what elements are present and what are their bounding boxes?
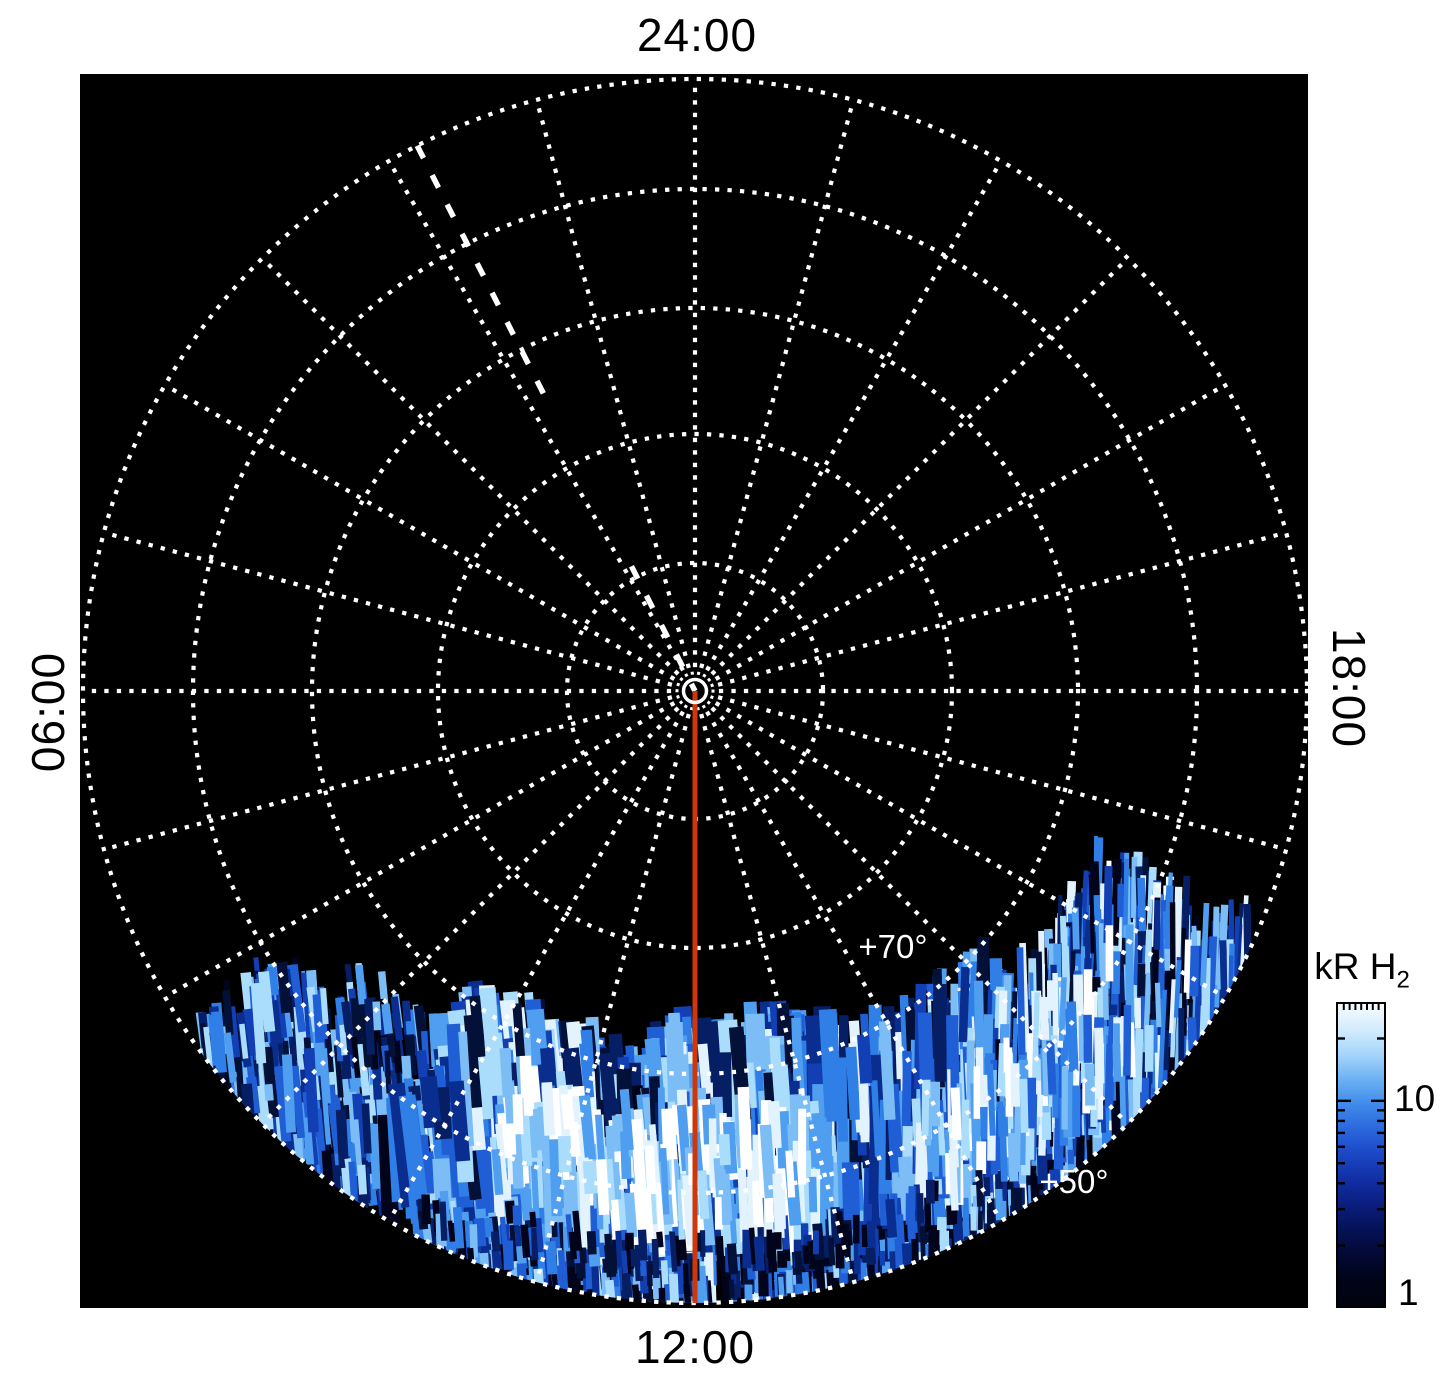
mlt-label-midnight: 24:00	[636, 9, 758, 61]
mlt-label-dusk: 18:00	[1323, 627, 1375, 749]
latitude-label: +50°	[1039, 1163, 1108, 1200]
polar-plot-svg: +70° +50°	[80, 76, 1308, 1306]
colorbar-label-10: 10	[1394, 1078, 1436, 1119]
polar-plot-area: +70° +50°	[80, 74, 1308, 1308]
mlt-label-dawn: 06:00	[22, 651, 74, 773]
colorbar-ticks	[1338, 1004, 1384, 1247]
colorbar-gradient	[1336, 1002, 1386, 1308]
mlt-label-noon: 12:00	[634, 1321, 756, 1373]
colorbar-label-1: 1	[1398, 1272, 1419, 1313]
colorbar-title: kR H2	[1314, 946, 1410, 994]
latitude-label: +70°	[858, 928, 927, 965]
